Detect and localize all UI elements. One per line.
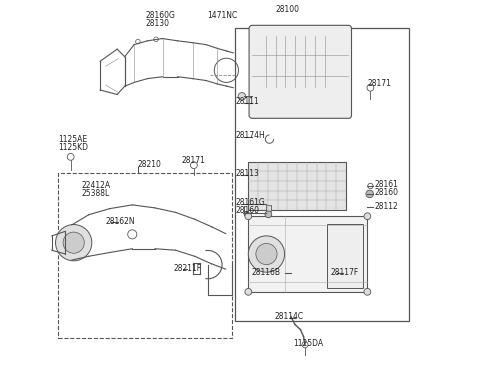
Circle shape	[265, 211, 272, 218]
Bar	[266, 205, 271, 211]
Bar	[248, 162, 346, 210]
Text: 25388L: 25388L	[82, 189, 110, 198]
Text: 28116B: 28116B	[252, 268, 280, 277]
Text: 28100: 28100	[276, 5, 300, 14]
Bar	[58, 173, 232, 338]
Text: 28117F: 28117F	[331, 268, 359, 277]
Text: 28210: 28210	[137, 160, 161, 169]
Text: 28160: 28160	[374, 188, 398, 197]
Text: 1125DA: 1125DA	[293, 339, 323, 348]
Circle shape	[63, 232, 84, 253]
Text: 28171: 28171	[367, 79, 391, 88]
Text: 28112: 28112	[374, 201, 398, 211]
Text: 1125KD: 1125KD	[58, 143, 88, 152]
Text: 28161: 28161	[374, 180, 398, 189]
Circle shape	[248, 236, 285, 272]
Circle shape	[364, 288, 371, 295]
Bar	[248, 216, 367, 292]
FancyBboxPatch shape	[249, 25, 351, 118]
Text: 28160G: 28160G	[145, 11, 175, 20]
Bar	[327, 224, 363, 288]
Text: 22412A: 22412A	[82, 181, 111, 191]
Text: 1471NC: 1471NC	[207, 11, 238, 20]
Text: 28161G: 28161G	[236, 198, 265, 207]
Circle shape	[56, 225, 92, 261]
Circle shape	[366, 190, 373, 198]
Text: 28130: 28130	[145, 19, 169, 28]
Bar	[236, 28, 408, 321]
Text: 28211F: 28211F	[174, 264, 202, 273]
Circle shape	[364, 213, 371, 220]
Text: 28111: 28111	[236, 97, 259, 106]
Circle shape	[245, 213, 252, 220]
Text: 28171: 28171	[181, 156, 205, 165]
Circle shape	[238, 93, 246, 100]
Text: 1125AE: 1125AE	[58, 135, 87, 144]
Text: 28174H: 28174H	[236, 131, 265, 140]
Text: 28113: 28113	[236, 169, 259, 178]
Circle shape	[256, 243, 277, 265]
Text: 28162N: 28162N	[106, 217, 135, 226]
Text: 28160: 28160	[236, 206, 260, 215]
Circle shape	[245, 288, 252, 295]
Text: 28114C: 28114C	[274, 312, 303, 321]
